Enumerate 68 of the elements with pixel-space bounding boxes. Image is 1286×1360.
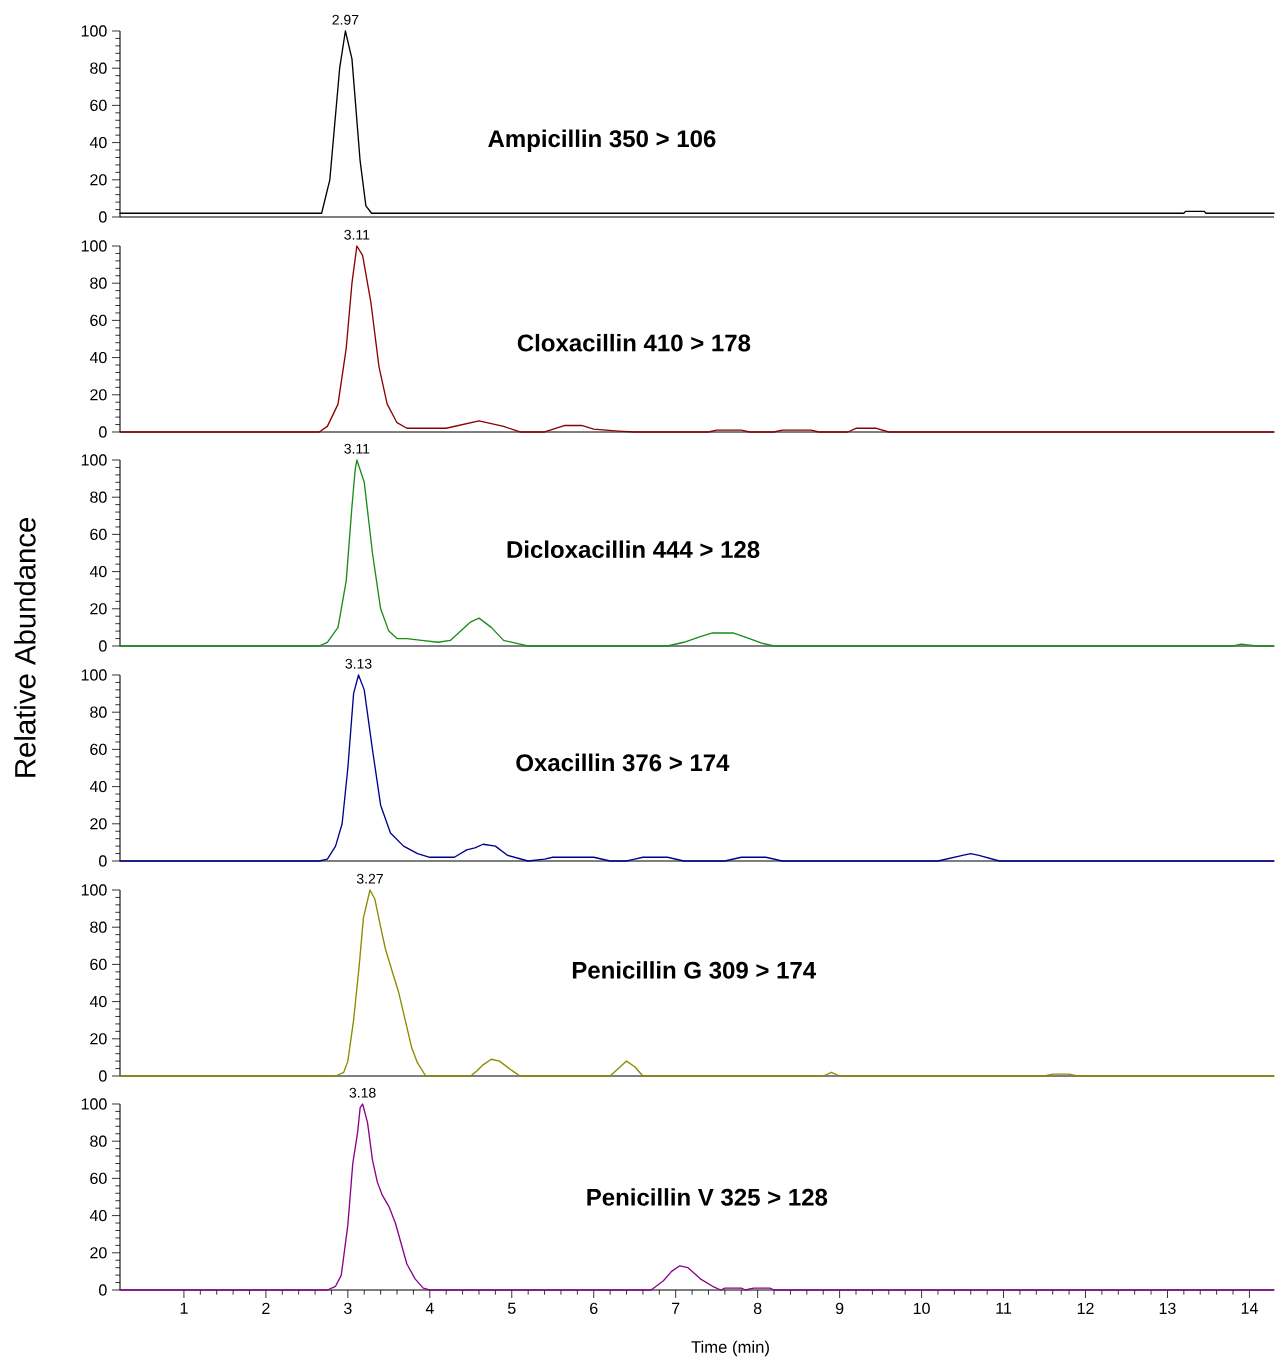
x-tick-label: 4 [425,1302,434,1314]
y-axis-title: Relative Abundance [14,517,36,777]
y-tick-label: 20 [90,1033,107,1045]
x-tick-label: 14 [1241,1302,1258,1314]
y-tick-label: 40 [89,995,107,1008]
annotation: Oxacillin 376 > 174 [516,753,730,772]
annotation: 3.11 [344,229,370,240]
y-tick-label: 80 [90,921,107,933]
x-tick-label: 1 [180,1302,188,1314]
x-tick-label: 3 [344,1302,352,1315]
y-tick-label: 60 [90,528,107,541]
y-tick-label: 20 [90,818,107,830]
y-tick-label: 0 [99,1070,107,1082]
y-tick-label: 20 [90,174,107,186]
y-tick-label: 80 [90,1135,107,1147]
y-tick-label: 100 [81,1098,107,1110]
y-tick-label: 100 [81,454,107,466]
line-series [119,1103,1275,1291]
y-tick-label: 20 [90,603,107,615]
x-tick-label: 6 [590,1302,598,1315]
y-tick-label: 0 [99,855,107,867]
y-tick-label: 40 [89,136,107,149]
annotation: 3.27 [356,873,383,884]
annotation: Cloxacillin 410 > 178 [517,333,751,352]
x-tick-label: 5 [507,1302,516,1314]
y-tick-label: 60 [90,958,107,971]
y-tick-label: 100 [81,240,107,252]
y-tick-label: 40 [89,565,107,578]
x-tick-label: 7 [672,1302,680,1314]
y-tick-label: 80 [90,62,107,74]
annotation: Penicillin G 309 > 174 [572,961,816,979]
x-tick-label: 8 [753,1302,762,1315]
y-tick-label: 100 [81,25,107,37]
x-tick-label: 2 [262,1302,270,1314]
y-tick-label: 40 [89,780,107,793]
annotation: Ampicillin 350 > 106 [488,129,716,152]
y-tick-label: 60 [90,314,107,327]
y-tick-label: 100 [81,669,107,681]
annotation: Penicillin V 325 > 128 [587,1188,828,1206]
y-tick-label: 40 [89,1209,107,1222]
y-tick-label: 0 [99,640,107,652]
annotation: Dicloxacillin 444 > 128 [507,540,760,559]
annotation: 2.97 [332,14,359,25]
line-series [119,30,1275,214]
x-axis-title: Time (min) [691,1340,769,1357]
x-tick-label: 11 [996,1302,1012,1314]
y-tick-label: 80 [90,277,107,289]
y-tick-label: 80 [90,706,107,718]
x-tick-label: 9 [835,1302,844,1315]
y-tick-label: 100 [81,884,107,896]
x-tick-label: 12 [1077,1302,1094,1314]
annotation: 3.11 [344,443,370,454]
y-tick-label: 80 [90,491,107,503]
y-tick-label: 60 [90,99,107,112]
annotation: 3.18 [349,1087,376,1098]
y-tick-label: 0 [99,211,107,223]
y-tick-label: 60 [90,743,107,756]
x-tick-label: 13 [1159,1302,1176,1315]
y-tick-label: 40 [89,351,107,364]
line-series [119,245,1275,433]
y-tick-label: 20 [90,389,107,401]
y-tick-label: 60 [90,1172,107,1185]
y-tick-label: 0 [99,1284,107,1296]
annotation: 3.13 [345,658,372,669]
line-series [119,459,1275,647]
x-tick-label: 10 [913,1302,930,1315]
y-tick-label: 20 [90,1247,107,1259]
y-tick-label: 0 [99,426,107,438]
